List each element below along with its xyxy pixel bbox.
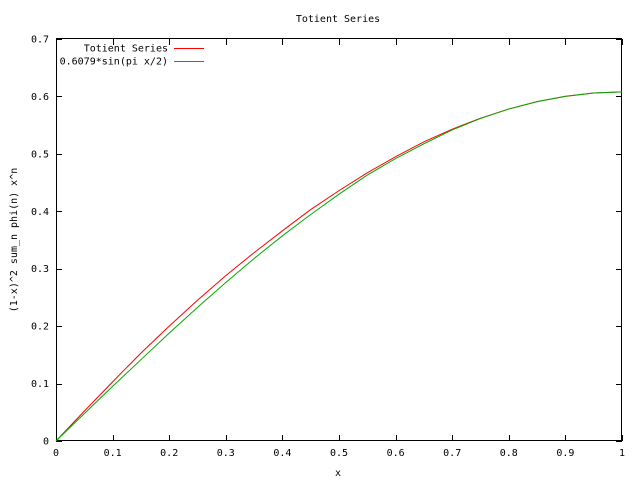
x-tick-label: 0.4 xyxy=(273,448,291,459)
legend-label-2: 0.6079*sin(pi x/2) xyxy=(60,57,168,68)
series-lines xyxy=(55,91,623,442)
y-tick-label: 0.2 xyxy=(31,322,49,333)
y-tick-label: 0.6 xyxy=(31,92,49,103)
x-tick-label: 0 xyxy=(53,448,59,459)
y-axis-label: (1-x)^2 sum_n phi(n) x^n xyxy=(9,168,20,313)
x-tick-label: 0.9 xyxy=(556,448,574,459)
plot-frame xyxy=(56,38,622,441)
y-tick-label: 0.1 xyxy=(31,379,49,390)
x-tick-label: 0.3 xyxy=(217,448,235,459)
y-tick-label: 0.4 xyxy=(31,207,49,218)
y-tick-label: 0.5 xyxy=(31,149,49,160)
chart-title: Totient Series xyxy=(296,14,380,25)
legend: Totient Series 0.6079*sin(pi x/2) xyxy=(60,44,204,68)
x-tick-label: 0.2 xyxy=(160,448,178,459)
axis-ticks: 0 0.1 0.2 0.3 0.4 0.5 0.6 0.7 0.8 0.9 1 0 0.1 0.2 0.3 0… xyxy=(31,35,625,460)
x-axis-label: x xyxy=(335,468,341,479)
x-tick-label: 0.8 xyxy=(500,448,518,459)
x-tick-label: 0.7 xyxy=(443,448,461,459)
x-tick-label: 0.1 xyxy=(104,448,122,459)
y-tick-label: 0.7 xyxy=(31,35,49,46)
x-tick-label: 0.6 xyxy=(387,448,405,459)
series-line-1 xyxy=(55,91,623,442)
y-tick-label: 0 xyxy=(43,437,49,448)
x-tick-label: 1 xyxy=(619,448,625,459)
series-line-2 xyxy=(55,91,623,442)
y-tick-label: 0.3 xyxy=(31,264,49,275)
x-tick-label: 0.5 xyxy=(330,448,348,459)
legend-label-1: Totient Series xyxy=(84,44,168,55)
